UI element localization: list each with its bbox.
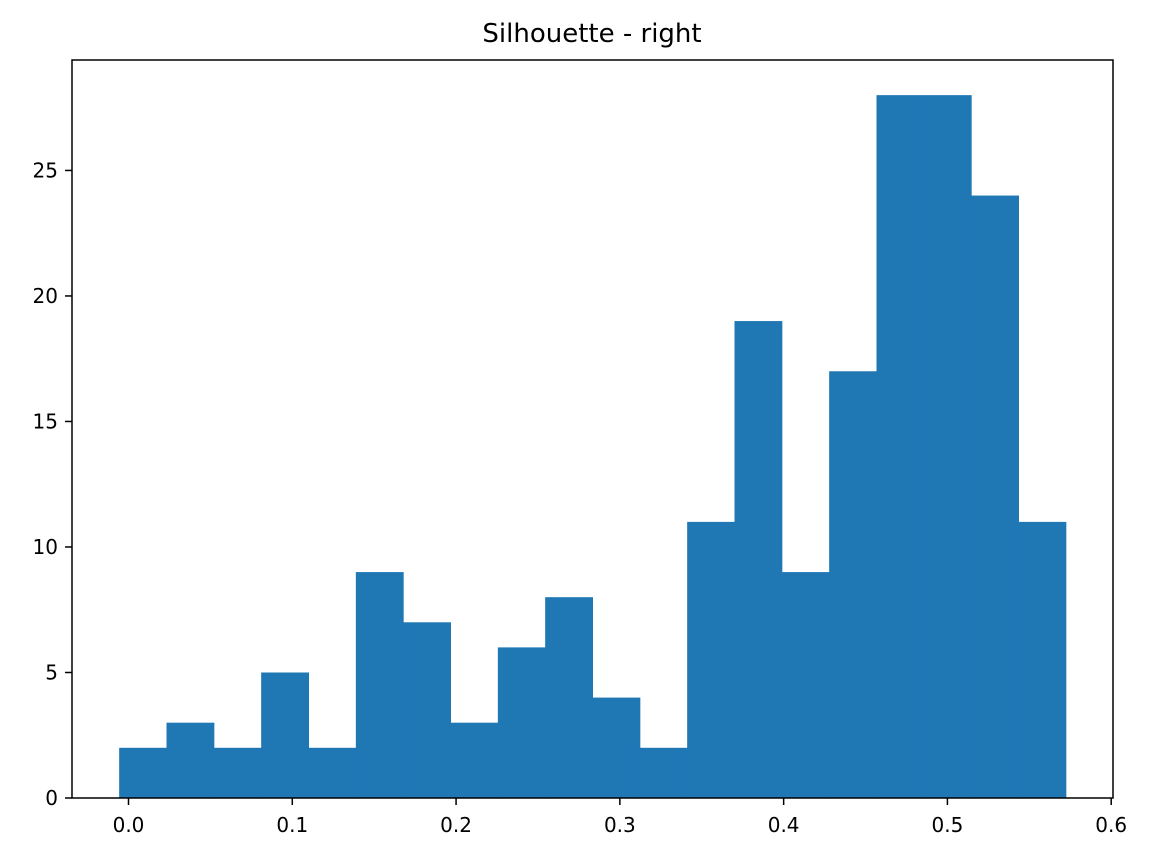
chart-title: Silhouette - right [482, 19, 701, 49]
histogram-bar [497, 647, 546, 798]
histogram-bar [592, 697, 641, 798]
histogram-bar [687, 521, 735, 798]
histogram-bar [876, 95, 925, 798]
x-tick-label: 0.2 [440, 813, 472, 837]
histogram-bar [308, 747, 357, 798]
y-axis: 0 5 10 15 20 25 [33, 158, 72, 810]
histogram-bar [971, 195, 1019, 798]
y-tick-label: 25 [33, 158, 58, 182]
x-tick-label: 0.0 [113, 813, 145, 837]
histogram-bar [639, 747, 688, 798]
histogram-bar [166, 722, 215, 798]
histogram-bar [923, 95, 972, 798]
y-tick-label: 5 [45, 660, 58, 684]
x-axis: 0.0 0.1 0.2 0.3 0.4 0.5 0.6 [113, 798, 1127, 837]
plot-frame [71, 59, 1114, 799]
x-tick-label: 0.6 [1095, 813, 1127, 837]
histogram-bar [781, 572, 830, 798]
histogram-bar [1018, 521, 1067, 798]
y-tick-label: 0 [45, 786, 58, 810]
x-tick-label: 0.5 [932, 813, 964, 837]
histogram-bar [450, 722, 499, 798]
x-tick-label: 0.1 [276, 813, 308, 837]
x-tick-label: 0.4 [768, 813, 800, 837]
histogram-bar [119, 747, 168, 798]
bars-group [119, 95, 1067, 798]
x-tick-label: 0.3 [604, 813, 636, 837]
histogram-bar [213, 747, 262, 798]
histogram-bar [261, 672, 310, 798]
histogram-bar [829, 371, 877, 798]
histogram-bar [545, 597, 593, 798]
y-tick-label: 20 [33, 284, 58, 308]
histogram-bar [734, 321, 783, 798]
y-tick-label: 15 [33, 409, 58, 433]
histogram-bar [403, 622, 452, 798]
histogram-bar [355, 572, 404, 798]
y-tick-label: 10 [33, 535, 58, 559]
